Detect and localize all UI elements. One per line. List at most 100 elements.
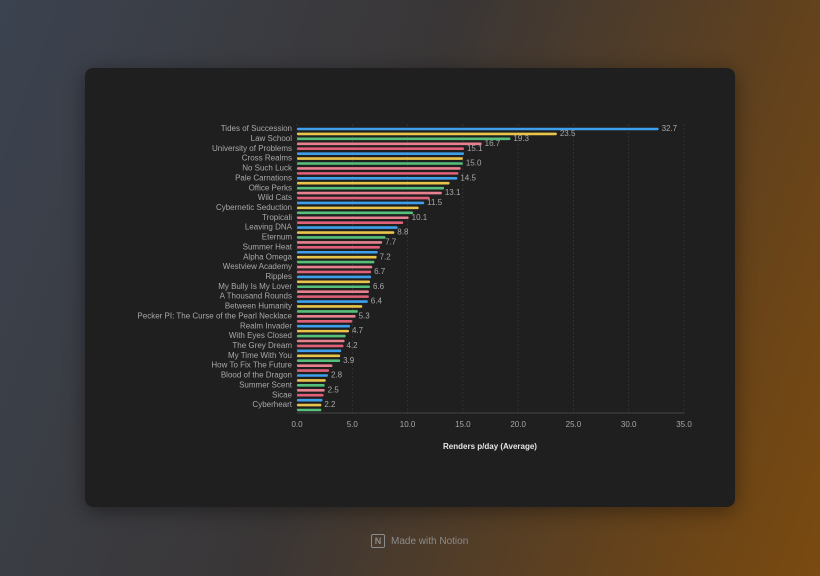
footer-text: Made with Notion [391,535,469,547]
bar [297,137,511,141]
value-label: 5.3 [359,311,371,320]
bar [297,236,386,239]
bar [297,300,368,303]
value-label: 4.7 [352,326,364,335]
bar [297,231,395,234]
x-tick-label: 20.0 [510,420,526,429]
value-label: 7.2 [380,252,392,261]
x-tick-label: 15.0 [455,420,471,429]
bar [297,132,557,136]
y-tick-label: Law School [251,134,293,143]
y-tick-label: Tropicali [262,213,292,222]
y-tick-label: With Eyes Closed [229,331,292,340]
y-tick-label: Sicae [272,390,293,399]
bar [297,388,325,392]
bar [297,384,325,387]
bar [297,403,322,407]
bar [297,379,326,382]
bar [297,344,344,348]
y-tick-label: Cybernetic Seduction [216,203,292,212]
bar [297,315,356,318]
bar [297,393,324,397]
value-label: 6.4 [371,297,383,306]
value-label: 3.9 [343,356,355,365]
bar [297,191,442,195]
notion-logo: N [371,534,385,548]
bar [297,354,341,358]
bar [297,349,342,353]
y-tick-label: Pale Carnations [235,173,292,182]
y-tick-label: A Thousand Rounds [220,292,292,301]
x-tick-label: 30.0 [621,420,637,429]
bar [297,364,333,367]
y-tick-label: Between Humanity [225,302,292,311]
bar [297,196,430,200]
bar [297,275,372,279]
value-label: 14.5 [460,173,476,182]
value-label: 16.7 [485,139,501,148]
bar [297,280,370,284]
y-tick-label: Westview Academy [223,262,292,271]
bar [297,265,373,269]
bar [297,319,353,323]
footer: N Made with Notion [371,534,468,548]
y-tick-label: Pecker PI: The Curse of the Pearl Neckla… [137,311,292,320]
bar [297,295,369,298]
y-tick-label: The Grey Dream [232,341,292,350]
value-label: 7.7 [385,237,397,246]
y-tick-label: How To Fix The Future [211,361,292,370]
bar [297,206,419,210]
y-tick-label: Cross Realms [242,154,292,163]
x-tick-label: 35.0 [676,420,692,429]
bar [297,270,372,274]
bar [297,127,659,131]
value-label: 13.1 [445,188,461,197]
bar [297,167,461,170]
value-label: 15.1 [467,144,483,153]
y-tick-label: No Such Luck [242,164,293,173]
y-tick-label: Cyberheart [252,400,292,409]
bar [297,216,409,220]
bar [297,408,322,412]
value-label: 2.2 [324,400,336,409]
y-tick-label: Ripples [265,272,292,281]
value-label: 23.5 [560,129,576,138]
bar [297,369,330,372]
bar [297,186,445,190]
x-tick-label: 0.0 [291,420,303,429]
bar [297,157,463,160]
bar [297,324,351,328]
x-tick-label: 25.0 [566,420,582,429]
value-label: 11.5 [427,198,443,207]
value-label: 10.1 [412,213,428,222]
bar [297,285,370,289]
bar [297,162,463,165]
bar [297,329,349,333]
y-tick-label: Tides of Succession [221,124,292,133]
bar [297,152,464,155]
y-tick-label: Summer Scent [239,380,293,389]
value-label: 8.8 [397,228,409,237]
value-label: 19.3 [513,134,529,143]
bar [297,241,383,244]
y-tick-label: Alpha Omega [243,252,292,261]
bar [297,339,345,343]
bar [297,250,378,254]
chart-card [85,68,735,507]
bar [297,201,425,205]
value-label: 4.2 [346,341,358,350]
bar [297,398,323,402]
value-label: 6.7 [374,267,386,276]
bar [297,359,341,363]
bar [297,147,464,151]
value-label: 32.7 [662,124,678,133]
y-tick-label: My Time With You [228,351,292,360]
y-tick-label: Office Perks [249,183,292,192]
value-label: 2.8 [331,371,343,380]
bar [297,221,404,224]
bar [297,260,375,264]
y-tick-label: Leaving DNA [245,223,293,232]
bar [297,334,346,338]
bar [297,255,377,259]
